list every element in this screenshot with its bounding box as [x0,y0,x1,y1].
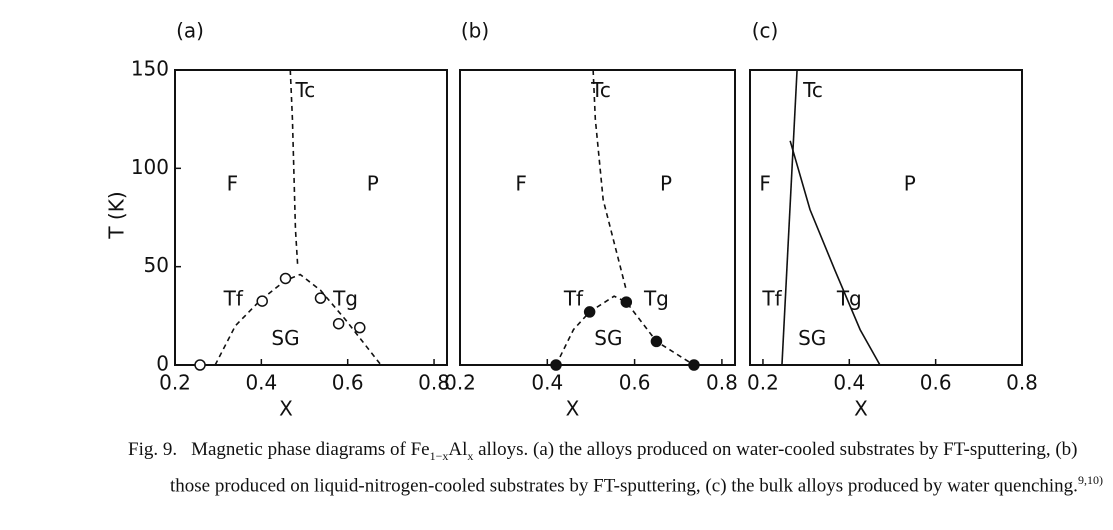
x-tick-label: 0.6 [920,371,952,395]
data-point [550,359,562,371]
caption-text: Magnetic phase diagrams of Fe [191,439,430,460]
plot-frame [459,69,736,366]
panel-title: (a) [176,19,204,43]
x-tick-label: 0.8 [418,371,450,395]
panel-title: (b) [461,19,489,43]
annotation: P [904,172,916,196]
x-tick-label: 0.6 [332,371,364,395]
annotation: P [660,172,672,196]
annotation: SG [798,326,826,350]
y-tick-label: 50 [144,253,169,277]
annotation: Tf [563,287,584,311]
caption-text: alloys. (a) the alloys produced on water… [170,439,1078,497]
plot-frame [749,69,1023,366]
phase-boundary [592,69,628,291]
annotation: F [759,172,771,196]
plot-frame [174,69,448,366]
x-tick-label: 0.4 [245,371,277,395]
caption-text: 9,10) [1077,472,1103,487]
caption-label: Fig. 9. [128,439,178,460]
annotation: Tg [332,287,358,311]
x-axis-label: X [566,397,580,421]
data-point [314,292,327,304]
data-point [332,317,345,330]
data-point [583,306,596,318]
caption-text: 1−x [429,448,449,463]
annotation: Tc [802,78,823,102]
data-point [688,359,700,371]
x-tick-label: 0.8 [706,371,738,395]
x-tick-label: 0.2 [747,371,779,395]
x-tick-label: 0.2 [444,371,476,395]
x-tick-label: 0.6 [619,371,651,395]
data-point [620,296,633,308]
annotation: Tc [590,78,611,102]
x-tick-label: 0.8 [1006,371,1038,395]
annotation: SG [594,326,622,350]
data-point [354,321,366,334]
data-point [256,295,268,307]
annotation: SG [271,326,299,350]
annotation: Tc [294,78,315,102]
annotation: F [227,172,239,196]
x-tick-label: 0.4 [833,371,865,395]
annotation: Tf [761,287,782,311]
annotation: P [367,172,379,196]
y-tick-label: 100 [131,155,169,179]
caption-text: x [467,448,474,463]
caption-text: Al [448,439,468,460]
annotation: Tg [836,287,862,311]
data-point [194,359,206,371]
x-tick-label: 0.2 [159,371,191,395]
phase-boundary [789,140,881,366]
annotation: Tf [223,287,244,311]
data-point [650,335,663,348]
x-tick-label: 0.4 [531,371,563,395]
annotation: Tg [643,287,669,311]
annotation: F [515,172,527,196]
panel-title: (c) [752,19,779,43]
phase-boundary [214,273,382,366]
phase-boundary [781,69,798,366]
x-axis-label: X [854,397,868,421]
y-tick-label: 150 [131,57,169,81]
y-tick-label: 0 [156,352,169,376]
x-axis-label: X [279,397,293,421]
data-point [279,272,292,285]
y-axis-label: T (K) [105,191,129,239]
figure: (a) X T (K) 0.2 0.4 0.6 0.8 0 50 100 150 F P SG Tc Tf Tg… [105,19,1038,421]
caption: Fig. 9. Magnetic phase diagrams of Fe1−xA… [128,438,1103,498]
